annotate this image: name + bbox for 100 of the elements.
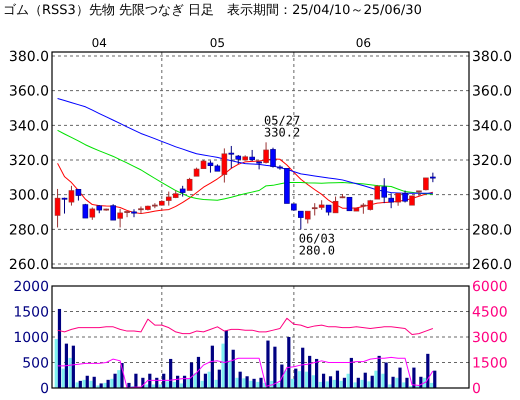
y-tick-label: 1500 bbox=[13, 304, 49, 320]
bar bbox=[86, 376, 89, 388]
bar bbox=[308, 356, 312, 388]
bar bbox=[148, 374, 152, 388]
bar bbox=[186, 378, 190, 388]
bar bbox=[402, 382, 406, 388]
bar bbox=[381, 374, 385, 388]
bar bbox=[266, 340, 270, 388]
candlestick bbox=[249, 149, 255, 162]
bar bbox=[384, 362, 388, 388]
candlestick bbox=[235, 154, 242, 164]
bar bbox=[200, 380, 204, 388]
y2-tick-label: 3000 bbox=[472, 330, 508, 346]
candlestick bbox=[82, 203, 88, 219]
x-tick-label: 04 bbox=[92, 36, 107, 50]
bar bbox=[301, 348, 304, 388]
candlestick bbox=[430, 172, 436, 183]
line-series bbox=[57, 318, 434, 335]
y2-tick-label: 260.0 bbox=[472, 257, 512, 274]
bar bbox=[326, 381, 329, 388]
bar bbox=[287, 337, 290, 388]
annotation: 05/27 330.2 bbox=[264, 113, 300, 140]
y2-tick-label: 380.0 bbox=[472, 48, 512, 65]
x-tick-label: 06 bbox=[356, 36, 371, 50]
bar bbox=[117, 370, 120, 388]
bar bbox=[304, 372, 308, 388]
bar bbox=[294, 368, 298, 388]
bar bbox=[208, 372, 211, 388]
bar bbox=[68, 358, 72, 388]
y-tick-label: 300.0 bbox=[8, 188, 49, 204]
candlestick bbox=[374, 184, 380, 200]
line-series bbox=[57, 130, 434, 201]
bar bbox=[72, 346, 75, 388]
y-tick-label: 380.0 bbox=[8, 48, 49, 65]
candlestick bbox=[68, 185, 74, 206]
bar bbox=[62, 368, 65, 388]
bar bbox=[194, 373, 197, 388]
bar bbox=[336, 370, 340, 388]
candlestick bbox=[304, 210, 311, 224]
y-tick-label: 360.0 bbox=[8, 84, 49, 100]
bar bbox=[332, 380, 336, 388]
bar bbox=[92, 376, 96, 388]
bar bbox=[224, 330, 228, 388]
y2-tick-label: 360.0 bbox=[472, 84, 512, 100]
y2-tick-label: 0 bbox=[472, 381, 481, 397]
candlestick bbox=[110, 204, 116, 221]
bar bbox=[169, 358, 172, 388]
bar bbox=[58, 308, 62, 388]
bar bbox=[64, 344, 68, 388]
y-tick-label: 340.0 bbox=[8, 118, 49, 134]
bar bbox=[395, 378, 398, 388]
bar bbox=[218, 370, 221, 388]
candlestick bbox=[326, 204, 332, 216]
annotation: 06/03 280.0 bbox=[298, 231, 335, 258]
bar bbox=[54, 339, 58, 388]
bar bbox=[433, 370, 436, 388]
bar bbox=[100, 383, 103, 388]
y2-tick-label: 1500 bbox=[472, 356, 508, 372]
candlestick bbox=[90, 207, 96, 220]
bar bbox=[113, 374, 117, 388]
candlestick bbox=[62, 197, 68, 214]
bar bbox=[364, 372, 367, 388]
candlestick bbox=[180, 185, 186, 198]
candlestick bbox=[409, 195, 415, 206]
candlestick bbox=[298, 210, 304, 230]
bar bbox=[322, 374, 326, 388]
bar bbox=[374, 370, 378, 388]
bar bbox=[155, 378, 158, 388]
y-tick-label: 0 bbox=[40, 381, 49, 397]
bar bbox=[78, 380, 82, 388]
y2-tick-label: 300.0 bbox=[472, 188, 512, 204]
bar bbox=[256, 382, 260, 388]
candlestick bbox=[423, 177, 429, 192]
bar bbox=[398, 368, 402, 388]
candlestick bbox=[228, 145, 234, 169]
y2-tick-label: 320.0 bbox=[472, 153, 512, 169]
y-tick-label: 2000 bbox=[13, 279, 49, 295]
candlestick bbox=[186, 177, 192, 192]
y-tick-label: 260.0 bbox=[8, 257, 49, 274]
bar bbox=[378, 356, 381, 388]
y-tick-label: 280.0 bbox=[8, 222, 49, 238]
bar bbox=[210, 346, 214, 388]
bar bbox=[162, 374, 166, 388]
bar bbox=[204, 374, 208, 388]
bar bbox=[232, 350, 235, 388]
bar bbox=[346, 374, 350, 388]
y2-tick-label: 340.0 bbox=[472, 118, 512, 134]
bar bbox=[221, 344, 225, 388]
bar bbox=[298, 371, 302, 388]
x-tick-label: 05 bbox=[210, 36, 226, 50]
y-tick-label: 1000 bbox=[13, 330, 49, 346]
chart-title: ゴム（RSS3）先物 先限つなぎ 日足 表示期間：25/04/10～25/06/30 bbox=[3, 3, 422, 18]
bar bbox=[426, 354, 430, 388]
y2-tick-label: 4500 bbox=[472, 304, 508, 320]
y-tick-label: 320.0 bbox=[8, 153, 49, 169]
candlestick bbox=[395, 192, 401, 206]
bar bbox=[356, 378, 360, 388]
line-series bbox=[57, 356, 434, 388]
y-tick-label: 500 bbox=[22, 356, 49, 372]
y2-tick-label: 280.0 bbox=[472, 222, 512, 238]
